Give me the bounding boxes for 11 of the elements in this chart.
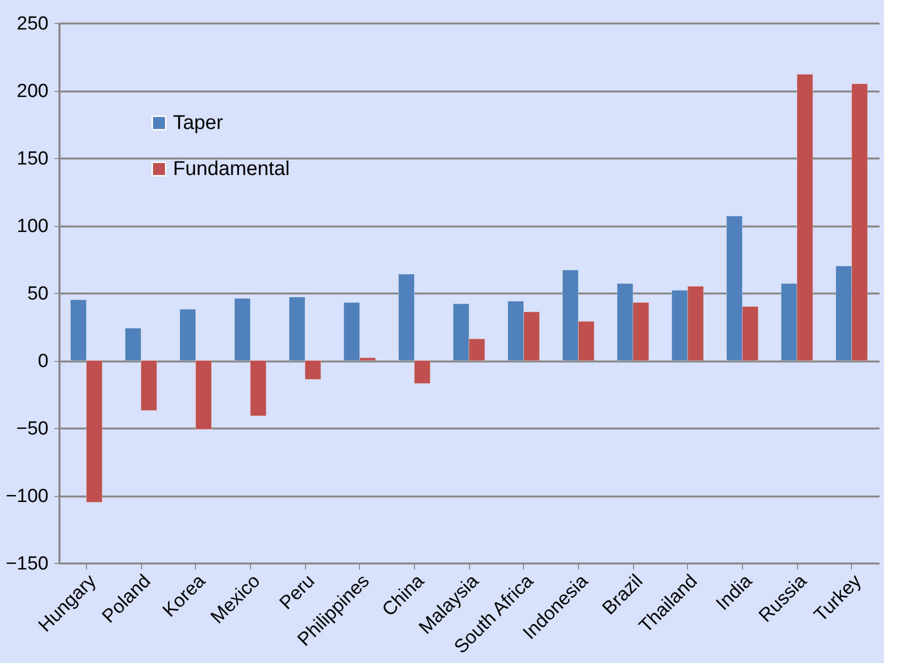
y-tick-label: 100	[16, 216, 48, 237]
y-tick-label: 150	[16, 148, 48, 170]
y-tick-label: 50	[27, 284, 48, 304]
y-tick-label: 250	[16, 14, 48, 34]
y-tick-label: 0	[38, 351, 48, 372]
y-tick-label: −100	[6, 486, 48, 507]
y-tick-label: −50	[16, 418, 48, 440]
legend-label: Fundamental	[173, 158, 290, 180]
y-tick-label: 200	[16, 81, 48, 102]
legend-label: Taper	[173, 112, 224, 134]
y-tick-label: −150	[6, 554, 48, 574]
